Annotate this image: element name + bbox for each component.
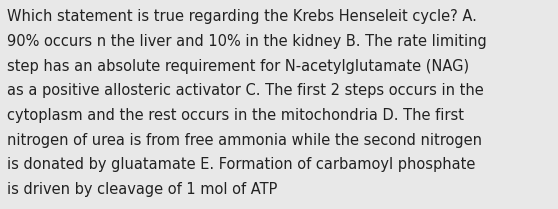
Text: nitrogen of urea is from free ammonia while the second nitrogen: nitrogen of urea is from free ammonia wh… <box>7 133 482 148</box>
Text: step has an absolute requirement for N-acetylglutamate (NAG): step has an absolute requirement for N-a… <box>7 59 469 74</box>
Text: is donated by gluatamate E. Formation of carbamoyl phosphate: is donated by gluatamate E. Formation of… <box>7 157 475 172</box>
Text: cytoplasm and the rest occurs in the mitochondria D. The first: cytoplasm and the rest occurs in the mit… <box>7 108 464 123</box>
Text: 90% occurs n the liver and 10% in the kidney B. The rate limiting: 90% occurs n the liver and 10% in the ki… <box>7 34 487 49</box>
Text: is driven by cleavage of 1 mol of ATP: is driven by cleavage of 1 mol of ATP <box>7 182 278 197</box>
Text: Which statement is true regarding the Krebs Henseleit cycle? A.: Which statement is true regarding the Kr… <box>7 9 477 24</box>
Text: as a positive allosteric activator C. The first 2 steps occurs in the: as a positive allosteric activator C. Th… <box>7 83 484 98</box>
